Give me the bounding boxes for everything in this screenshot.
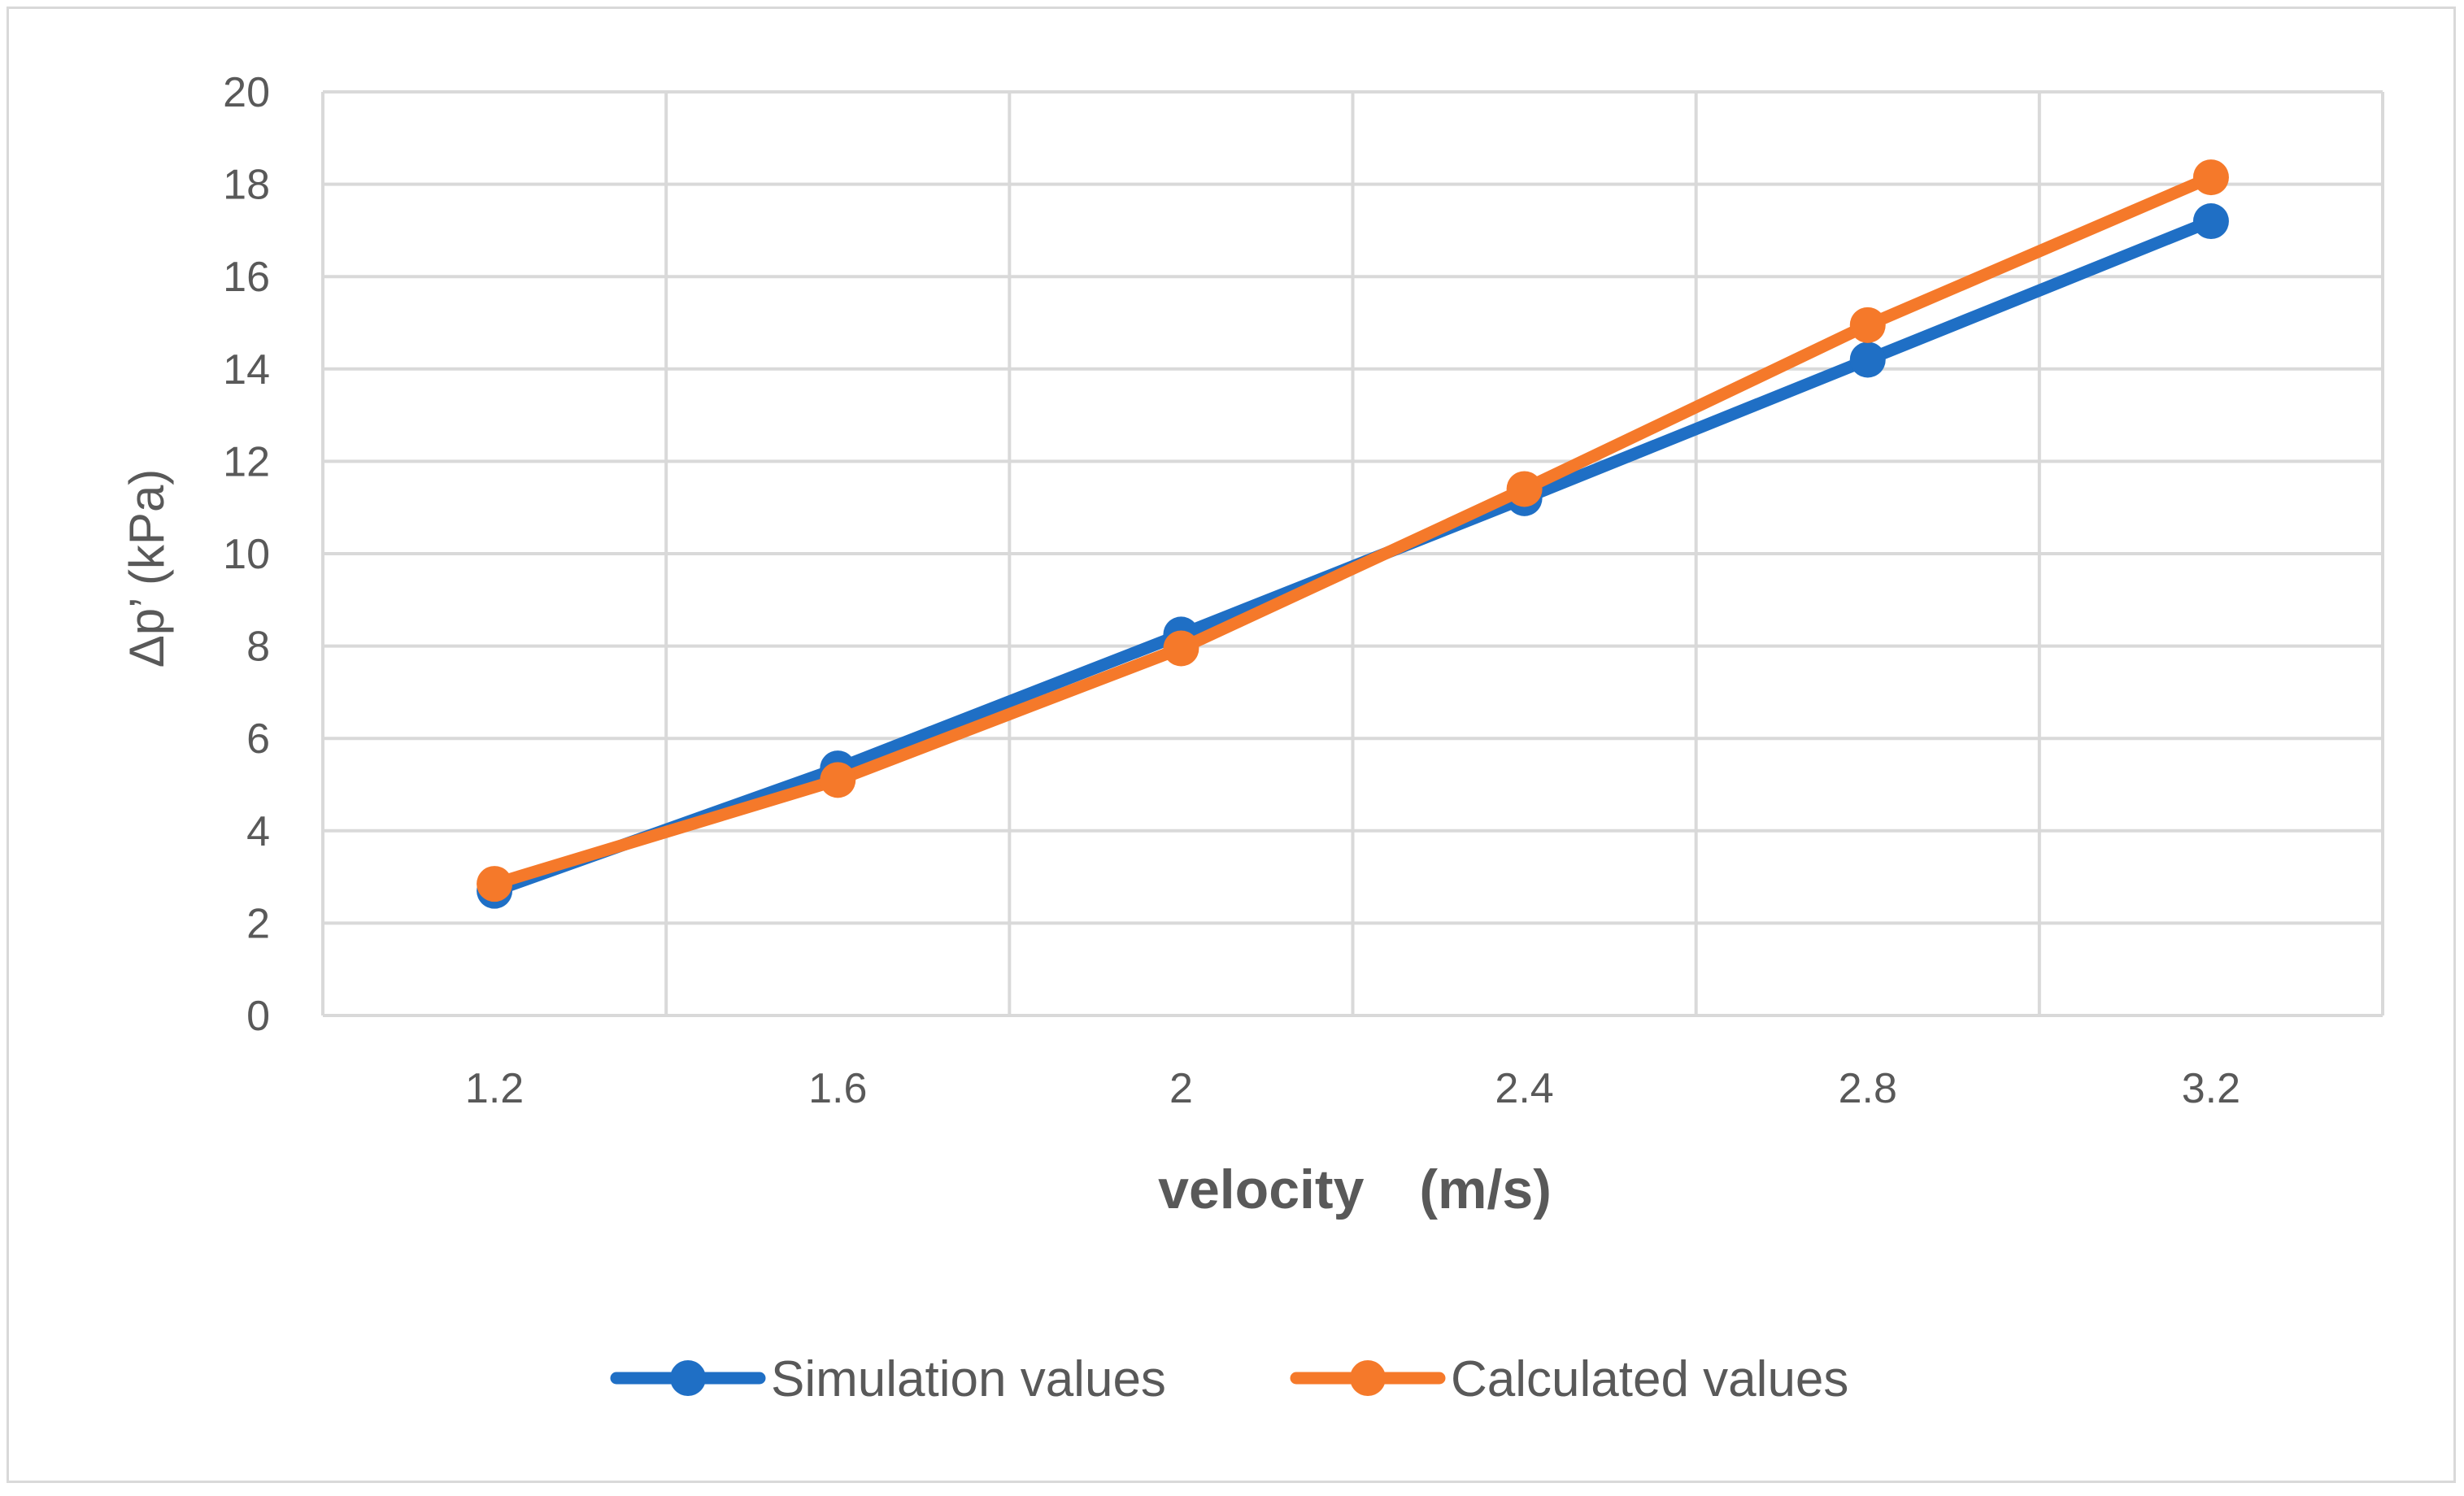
legend-marker <box>1350 1360 1386 1396</box>
chart-frame: 0 2 4 6 8 10 12 14 16 18 20 1.2 1.6 2 2.4 2.8 3.2 Δp’ (… <box>7 7 2456 1483</box>
y-tick-label: 14 <box>223 346 270 394</box>
x-tick-label: 2.8 <box>1839 1065 1897 1112</box>
y-tick-label: 12 <box>223 438 270 485</box>
x-axis-title: velocity (m/s) <box>1158 1159 1552 1220</box>
data-point <box>2192 203 2229 240</box>
x-tick-label: 2 <box>1169 1065 1193 1112</box>
y-tick-label: 20 <box>223 69 270 116</box>
series-layer <box>477 159 2229 909</box>
y-tick-label: 8 <box>246 624 270 671</box>
gridlines <box>321 90 2384 1017</box>
y-tick-label: 10 <box>223 531 270 578</box>
x-tick-label: 1.2 <box>465 1065 524 1112</box>
legend-label: Simulation values <box>771 1351 1166 1407</box>
y-tick-label: 16 <box>223 254 270 301</box>
y-axis-ticks: 0 2 4 6 8 10 12 14 16 18 20 <box>223 69 270 1040</box>
data-point <box>1849 307 1886 343</box>
y-axis-title: Δp’ (kPa) <box>120 469 174 668</box>
y-tick-label: 0 <box>246 993 270 1040</box>
legend-item: Calculated values <box>1290 1351 1848 1407</box>
data-point <box>1849 341 1886 378</box>
data-point <box>2192 159 2229 196</box>
x-tick-label: 3.2 <box>2182 1065 2240 1112</box>
y-tick-label: 18 <box>223 162 270 209</box>
data-point <box>820 762 856 798</box>
y-tick-label: 4 <box>246 808 270 855</box>
x-axis-ticks: 1.2 1.6 2 2.4 2.8 3.2 <box>465 1065 2240 1112</box>
y-tick-label: 6 <box>246 715 270 763</box>
x-tick-label: 1.6 <box>808 1065 867 1112</box>
series-line <box>488 171 2218 890</box>
y-tick-label: 2 <box>246 900 270 947</box>
legend-item: Simulation values <box>610 1351 1166 1407</box>
data-point <box>477 866 513 902</box>
legend-label: Calculated values <box>1451 1351 1848 1407</box>
legend: Simulation values Calculated values <box>610 1351 1848 1407</box>
x-tick-label: 2.4 <box>1495 1065 1553 1112</box>
data-point <box>1506 471 1543 507</box>
data-point <box>1163 630 1199 667</box>
line-chart: 0 2 4 6 8 10 12 14 16 18 20 1.2 1.6 2 2.4 2.8 3.2 Δp’ (… <box>120 69 2384 1407</box>
legend-marker <box>670 1360 706 1396</box>
